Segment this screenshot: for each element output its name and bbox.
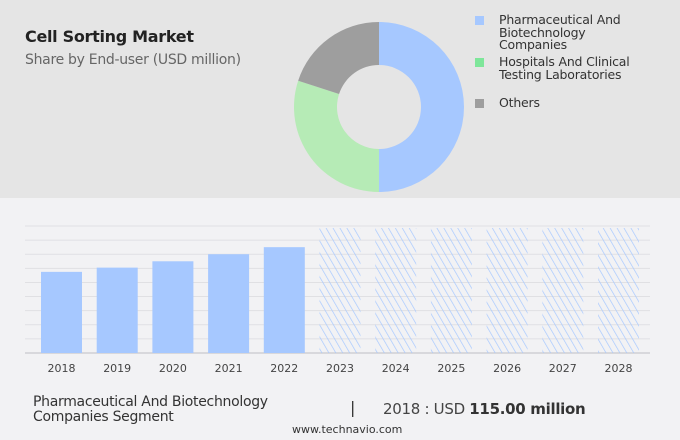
x-tick-label: 2027 — [549, 362, 577, 375]
legend-label: Pharmaceutical And Biotechnology Compani… — [499, 12, 621, 52]
bar-2019 — [96, 267, 138, 353]
bar-2022 — [263, 247, 305, 353]
footer-value-prefix: 2018 : USD — [383, 400, 470, 418]
x-tick-label: 2019 — [103, 362, 131, 375]
x-tick-label: 2018 — [48, 362, 76, 375]
legend-swatch — [475, 58, 484, 67]
footer-segment-line2: Companies Segment — [33, 409, 174, 425]
bar-2020 — [152, 261, 194, 353]
forecast-bar-2026 — [486, 228, 528, 353]
x-tick-label: 2028 — [605, 362, 633, 375]
x-tick-label: 2022 — [270, 362, 298, 375]
donut-slice-2 — [298, 22, 379, 95]
bar-chart: 2018 2019 2020 2021 2022 2023 2024 2025 2026 2027… — [25, 225, 650, 375]
footer-segment-line1: Pharmaceutical And Biotechnology — [33, 394, 268, 410]
legend-label: Others — [499, 95, 540, 110]
forecast-bar-2024 — [375, 228, 417, 353]
chart-title: Cell Sorting Market — [25, 27, 194, 46]
legend-swatch — [475, 99, 484, 108]
forecast-bar-2027 — [542, 228, 584, 353]
x-tick-label: 2023 — [326, 362, 354, 375]
forecast-bar-2023 — [319, 228, 361, 353]
legend-swatch — [475, 16, 484, 25]
source-url: www.technavio.com — [292, 423, 403, 436]
footer-value-bold: 115.00 million — [469, 400, 586, 418]
forecast-bar-2025 — [430, 228, 472, 353]
legend-label: Hospitals And Clinical Testing Laborator… — [499, 54, 630, 82]
bar-2018 — [41, 271, 82, 353]
x-tick-label: 2020 — [159, 362, 187, 375]
x-tick-label: 2021 — [215, 362, 243, 375]
donut-slice-1 — [294, 80, 379, 192]
footer-segment: Pharmaceutical And Biotechnology Compani… — [33, 395, 268, 425]
chart-subtitle: Share by End-user (USD million) — [25, 52, 241, 68]
x-tick-label: 2025 — [437, 362, 465, 375]
bar-2021 — [208, 254, 250, 353]
x-tick-label: 2026 — [493, 362, 521, 375]
donut-chart — [294, 22, 464, 192]
donut-slice-0 — [379, 22, 464, 192]
footer-value: 2018 : USD 115.00 million — [383, 400, 586, 418]
footer-separator: | — [350, 398, 356, 417]
forecast-bar-2028 — [598, 228, 639, 353]
x-tick-label: 2024 — [382, 362, 410, 375]
